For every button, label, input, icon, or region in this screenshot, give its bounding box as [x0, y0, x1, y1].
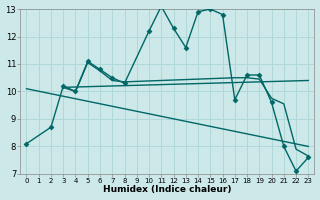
- X-axis label: Humidex (Indice chaleur): Humidex (Indice chaleur): [103, 185, 232, 194]
